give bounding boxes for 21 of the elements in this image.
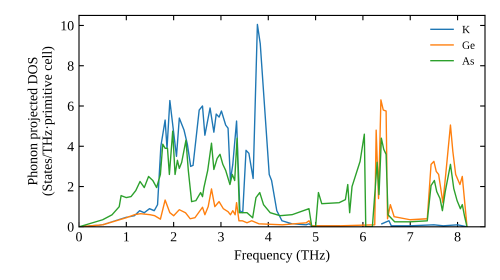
y-tick-label: 8 (68, 61, 74, 71)
legend-label: As (462, 57, 474, 65)
x-tick-label: 0 (76, 232, 82, 242)
x-tick-label: 5 (312, 232, 319, 242)
x-tick-label: 6 (360, 232, 366, 242)
x-tick-label: 1 (124, 232, 129, 242)
legend-label: Ge (462, 42, 475, 49)
x-axis-title: Frequency (THz) (234, 250, 330, 262)
y-tick-label: 4 (67, 142, 74, 152)
y-axis-title: Phonon projected DOS (States/THz·primitive cell) (28, 46, 55, 196)
y-tick-label: 6 (68, 102, 74, 111)
legend-label: K (462, 26, 470, 34)
y-tick-label: 10 (61, 21, 74, 30)
x-tick-label: 3 (218, 232, 224, 242)
x-tick-label: 2 (170, 232, 176, 242)
x-tick-label: 7 (408, 232, 414, 242)
x-tick-label: 4 (265, 232, 272, 242)
x-tick-label: 8 (454, 232, 460, 242)
y-tick-label: 2 (68, 182, 74, 192)
line-series (79, 130, 468, 227)
y-tick-label: 0 (68, 222, 74, 232)
